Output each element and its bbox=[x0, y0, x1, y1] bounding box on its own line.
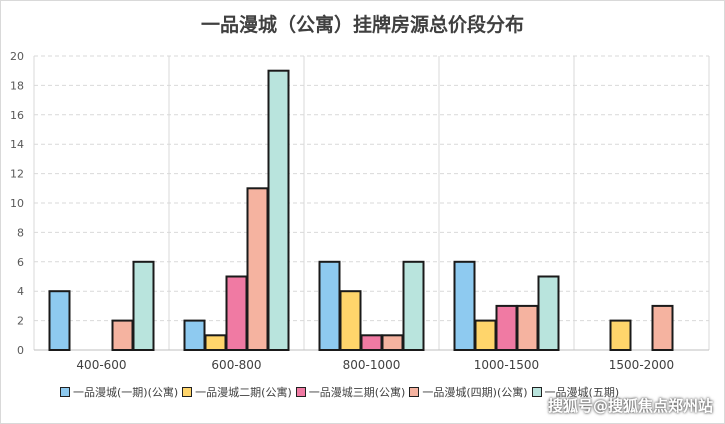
legend-item: 一品漫城三期(公寓) bbox=[295, 384, 406, 400]
y-tick-label: 8 bbox=[17, 226, 24, 239]
bar bbox=[339, 290, 362, 352]
bar bbox=[516, 304, 539, 351]
bar bbox=[318, 260, 341, 351]
legend-swatch bbox=[60, 387, 70, 397]
y-tick-label: 2 bbox=[17, 315, 24, 328]
bar bbox=[225, 275, 248, 351]
y-tick-label: 18 bbox=[10, 79, 24, 92]
legend-swatch bbox=[295, 387, 306, 397]
legend-label: 一品漫城(五期) bbox=[544, 386, 620, 399]
y-tick-label: 4 bbox=[17, 285, 24, 298]
x-tick-label: 1000-1500 bbox=[474, 358, 539, 372]
y-tick-label: 6 bbox=[17, 256, 24, 269]
y-tick-label: 10 bbox=[10, 197, 24, 210]
bar bbox=[183, 319, 206, 352]
y-tick-label: 12 bbox=[10, 168, 24, 181]
bar bbox=[246, 187, 269, 351]
legend-label: 一品漫城(一期)(公寓) bbox=[73, 386, 179, 399]
y-tick-label: 16 bbox=[10, 109, 24, 122]
bar bbox=[495, 304, 518, 351]
x-tick-label: 1500-2000 bbox=[609, 358, 674, 372]
bar bbox=[132, 260, 155, 351]
bar bbox=[609, 319, 632, 352]
bar bbox=[453, 260, 476, 351]
bar bbox=[48, 290, 71, 352]
bar bbox=[651, 304, 674, 351]
bar bbox=[360, 334, 383, 351]
chart-title: 一品漫城（公寓）挂牌房源总价段分布 bbox=[200, 14, 524, 36]
bar bbox=[204, 334, 227, 351]
legend-label: 一品漫城(四期)(公寓) bbox=[422, 386, 528, 399]
legend-swatch bbox=[409, 387, 420, 397]
bar bbox=[537, 275, 560, 351]
bar bbox=[267, 69, 290, 351]
x-tick-label: 400-600 bbox=[76, 358, 126, 372]
bar bbox=[111, 319, 134, 352]
y-tick-label: 20 bbox=[10, 50, 24, 63]
x-tick-label: 800-1000 bbox=[343, 358, 401, 372]
legend-item: 一品漫城(四期)(公寓) bbox=[409, 384, 528, 400]
bar bbox=[474, 319, 497, 352]
legend-swatch bbox=[531, 387, 542, 397]
bar bbox=[381, 334, 404, 351]
x-tick-label: 600-800 bbox=[211, 358, 261, 372]
watermark: 搜狐号@搜狐焦点郑州站 bbox=[547, 397, 713, 415]
legend-item: 一品漫城二期(公寓) bbox=[182, 384, 292, 400]
legend-swatch bbox=[182, 387, 193, 397]
chart-legend: 一品漫城(一期)(公寓) 一品漫城二期(公寓) 一品漫城三期(公寓) 一品漫城(… bbox=[60, 384, 720, 400]
legend-label: 一品漫城三期(公寓) bbox=[308, 386, 406, 399]
legend-item: 一品漫城(五期) bbox=[531, 384, 620, 400]
y-tick-label: 0 bbox=[17, 344, 24, 357]
legend-item: 一品漫城(一期)(公寓) bbox=[60, 384, 178, 400]
y-tick-label: 14 bbox=[10, 138, 24, 151]
legend-label: 一品漫城二期(公寓) bbox=[195, 386, 292, 399]
bar bbox=[402, 260, 425, 351]
